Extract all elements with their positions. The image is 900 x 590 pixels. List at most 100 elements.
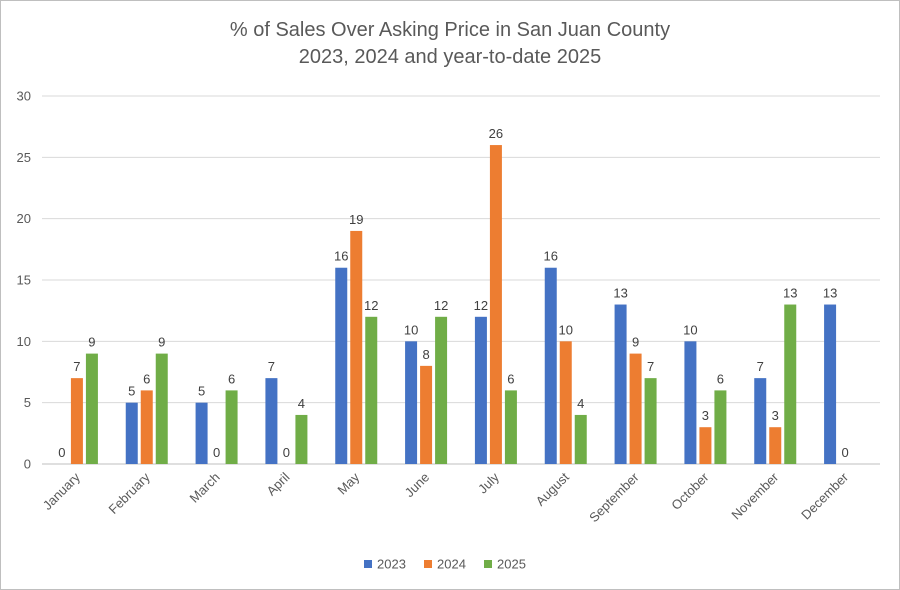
data-label: 7 (757, 359, 764, 374)
x-axis-ticks: January February March April May June July Augu… (40, 469, 852, 525)
bar-2023-july (474, 316, 487, 464)
chart-title-line-1: % of Sales Over Asking Price in San Juan… (229, 19, 671, 41)
data-label: 0 (58, 445, 65, 460)
bar-2023-november (754, 378, 767, 464)
bar-2024-september (629, 353, 642, 464)
data-label: 9 (632, 335, 639, 350)
data-label: 0 (283, 445, 290, 460)
x-tick-label-january: January (40, 469, 84, 513)
bar-2025-january (85, 353, 98, 464)
y-tick-label: 0 (24, 457, 31, 472)
bar-2024-june (420, 365, 433, 464)
bar-2025-june (435, 316, 448, 464)
data-label: 5 (128, 384, 135, 399)
data-label: 12 (364, 298, 378, 313)
bar-2025-august (574, 414, 587, 464)
y-tick-label: 20 (17, 211, 31, 226)
bar-2025-march (225, 390, 238, 464)
data-label: 26 (489, 126, 503, 141)
bar-2023-september (614, 304, 627, 464)
bar-2024-may (350, 230, 363, 464)
legend-swatch-2023 (364, 560, 372, 568)
x-tick-label-december: December (798, 469, 851, 522)
chart-title: % of Sales Over Asking Price in San Juan… (1, 17, 899, 71)
bars (70, 145, 837, 465)
bar-2025-november (784, 304, 797, 464)
data-label: 19 (349, 212, 363, 227)
x-tick-label-april: April (264, 469, 293, 498)
legend-label-2024: 2024 (437, 557, 466, 572)
data-label: 10 (404, 322, 418, 337)
data-label: 7 (73, 359, 80, 374)
data-label: 5 (198, 384, 205, 399)
bar-2024-february (140, 390, 153, 464)
legend-swatch-2025 (484, 560, 492, 568)
data-label: 9 (88, 335, 95, 350)
bar-2023-february (125, 402, 138, 464)
bar-2023-may (335, 267, 348, 464)
bar-2023-april (265, 378, 278, 464)
data-label: 6 (507, 371, 514, 386)
data-label: 13 (783, 286, 797, 301)
bar-2025-february (155, 353, 168, 464)
data-label: 8 (422, 347, 429, 362)
bar-2023-december (824, 304, 837, 464)
x-tick-label-october: October (668, 469, 712, 513)
legend-label-2025: 2025 (497, 557, 526, 572)
x-tick-label-september: September (586, 469, 642, 525)
legend: 2023 2024 2025 (364, 557, 526, 572)
bar-2025-july (504, 390, 517, 464)
bar-2025-october (714, 390, 727, 464)
bar-2023-october (684, 341, 697, 464)
data-label: 7 (647, 359, 654, 374)
bar-2024-january (70, 378, 83, 464)
data-label: 3 (702, 408, 709, 423)
bar-2024-november (769, 427, 782, 464)
bar-2024-july (489, 145, 502, 465)
legend-swatch-2024 (424, 560, 432, 568)
data-label: 0 (841, 445, 848, 460)
x-tick-label-march: March (187, 470, 223, 506)
y-tick-label: 25 (17, 150, 31, 165)
x-tick-label-june: June (402, 470, 433, 501)
x-tick-label-may: May (334, 469, 362, 497)
legend-label-2023: 2023 (377, 557, 406, 572)
data-label: 12 (434, 298, 448, 313)
bar-2023-august (544, 267, 557, 464)
x-tick-label-july: July (475, 469, 502, 496)
x-tick-label-november: November (728, 469, 781, 522)
data-label: 9 (158, 335, 165, 350)
data-label: 6 (717, 371, 724, 386)
data-label: 10 (683, 322, 697, 337)
data-label: 3 (772, 408, 779, 423)
data-label: 7 (268, 359, 275, 374)
bar-2023-march (195, 402, 208, 464)
data-label: 0 (213, 445, 220, 460)
data-label: 13 (823, 286, 837, 301)
bar-2024-october (699, 427, 712, 464)
data-label: 4 (298, 396, 305, 411)
x-tick-label-august: August (533, 469, 572, 508)
data-label: 16 (334, 249, 348, 264)
bar-2025-april (295, 414, 308, 464)
bar-2023-june (405, 341, 418, 464)
bar-2025-september (644, 378, 657, 464)
y-tick-label: 10 (17, 334, 31, 349)
data-label: 6 (228, 371, 235, 386)
x-tick-label-february: February (105, 469, 153, 517)
data-label: 10 (559, 322, 573, 337)
data-label: 4 (577, 396, 584, 411)
chart-title-line-2: 2023, 2024 and year-to-date 2025 (298, 46, 602, 68)
bar-2025-may (365, 316, 378, 464)
bar-2024-august (559, 341, 572, 464)
data-label: 12 (474, 298, 488, 313)
data-label: 16 (544, 249, 558, 264)
data-label: 13 (613, 286, 627, 301)
y-tick-label: 5 (24, 395, 31, 410)
gridlines (42, 95, 880, 465)
y-axis-ticks: 0 5 10 15 20 25 30 (17, 89, 31, 472)
y-tick-label: 15 (17, 273, 31, 288)
